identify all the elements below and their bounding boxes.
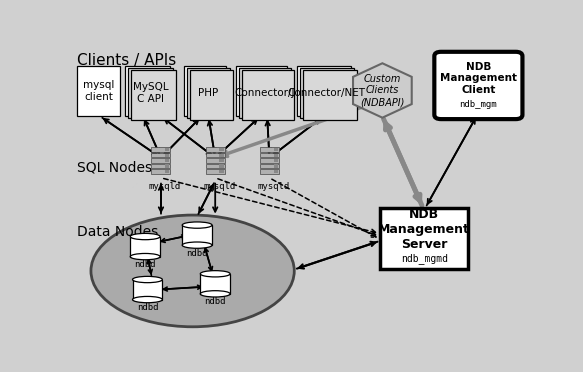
FancyBboxPatch shape	[165, 154, 169, 157]
Text: ndb_mgm: ndb_mgm	[459, 100, 497, 109]
FancyBboxPatch shape	[165, 148, 169, 151]
FancyBboxPatch shape	[380, 208, 468, 269]
FancyBboxPatch shape	[260, 169, 279, 174]
Ellipse shape	[132, 276, 162, 283]
FancyBboxPatch shape	[260, 164, 279, 169]
Ellipse shape	[182, 242, 212, 248]
Text: NDB
Management
Server: NDB Management Server	[378, 208, 470, 251]
FancyBboxPatch shape	[190, 70, 233, 120]
FancyBboxPatch shape	[303, 70, 357, 120]
Ellipse shape	[201, 291, 230, 297]
Text: ndbd: ndbd	[187, 248, 208, 257]
Text: mysqld: mysqld	[257, 182, 290, 191]
FancyBboxPatch shape	[219, 148, 223, 151]
FancyBboxPatch shape	[184, 66, 226, 116]
Ellipse shape	[132, 296, 162, 303]
FancyBboxPatch shape	[152, 158, 170, 163]
FancyBboxPatch shape	[152, 164, 170, 169]
Text: mysqld: mysqld	[203, 182, 236, 191]
Polygon shape	[353, 63, 412, 118]
Text: mysql
client: mysql client	[83, 80, 114, 102]
FancyBboxPatch shape	[165, 170, 169, 173]
Text: SQL Nodes: SQL Nodes	[78, 161, 153, 174]
FancyBboxPatch shape	[206, 147, 224, 152]
Bar	[130, 237, 160, 257]
FancyBboxPatch shape	[165, 164, 169, 168]
FancyBboxPatch shape	[131, 70, 176, 120]
FancyBboxPatch shape	[273, 170, 278, 173]
FancyBboxPatch shape	[128, 68, 173, 118]
FancyBboxPatch shape	[206, 153, 224, 157]
Text: PHP: PHP	[198, 88, 218, 98]
Bar	[201, 274, 230, 294]
FancyBboxPatch shape	[297, 66, 351, 116]
FancyBboxPatch shape	[152, 169, 170, 174]
Text: ndbd: ndbd	[205, 297, 226, 306]
FancyBboxPatch shape	[273, 154, 278, 157]
FancyBboxPatch shape	[219, 164, 223, 168]
FancyBboxPatch shape	[206, 164, 224, 169]
FancyBboxPatch shape	[152, 147, 170, 152]
FancyBboxPatch shape	[187, 68, 230, 118]
Bar	[182, 225, 212, 245]
Text: NDB
Management
Client: NDB Management Client	[440, 62, 517, 95]
Text: Connector/J: Connector/J	[234, 88, 295, 98]
Text: mysqld: mysqld	[149, 182, 181, 191]
FancyBboxPatch shape	[219, 159, 223, 162]
Text: Custom
Clients
(NDBAPI): Custom Clients (NDBAPI)	[360, 74, 405, 107]
FancyBboxPatch shape	[125, 66, 170, 116]
Ellipse shape	[182, 222, 212, 228]
Text: Clients / APIs: Clients / APIs	[78, 53, 177, 68]
FancyBboxPatch shape	[152, 153, 170, 157]
Text: Data Nodes: Data Nodes	[78, 225, 159, 239]
FancyBboxPatch shape	[206, 158, 224, 163]
FancyBboxPatch shape	[165, 159, 169, 162]
FancyBboxPatch shape	[260, 153, 279, 157]
FancyBboxPatch shape	[273, 164, 278, 168]
FancyBboxPatch shape	[273, 159, 278, 162]
FancyBboxPatch shape	[273, 148, 278, 151]
FancyBboxPatch shape	[300, 68, 354, 118]
FancyBboxPatch shape	[219, 170, 223, 173]
FancyBboxPatch shape	[78, 66, 120, 116]
FancyBboxPatch shape	[238, 68, 291, 118]
FancyBboxPatch shape	[242, 70, 294, 120]
FancyBboxPatch shape	[434, 52, 522, 119]
Text: ndb_mgmd: ndb_mgmd	[401, 253, 448, 264]
FancyBboxPatch shape	[206, 169, 224, 174]
FancyBboxPatch shape	[219, 154, 223, 157]
Ellipse shape	[91, 215, 294, 327]
Text: MySQL
C API: MySQL C API	[133, 82, 168, 104]
FancyBboxPatch shape	[260, 158, 279, 163]
Bar	[132, 279, 162, 299]
Ellipse shape	[201, 271, 230, 277]
Text: Connector/NET: Connector/NET	[288, 88, 366, 98]
Ellipse shape	[130, 253, 160, 260]
FancyBboxPatch shape	[260, 147, 279, 152]
FancyBboxPatch shape	[236, 66, 287, 116]
Text: ndbd: ndbd	[135, 260, 156, 269]
Text: ndbd: ndbd	[136, 303, 158, 312]
Ellipse shape	[130, 233, 160, 240]
